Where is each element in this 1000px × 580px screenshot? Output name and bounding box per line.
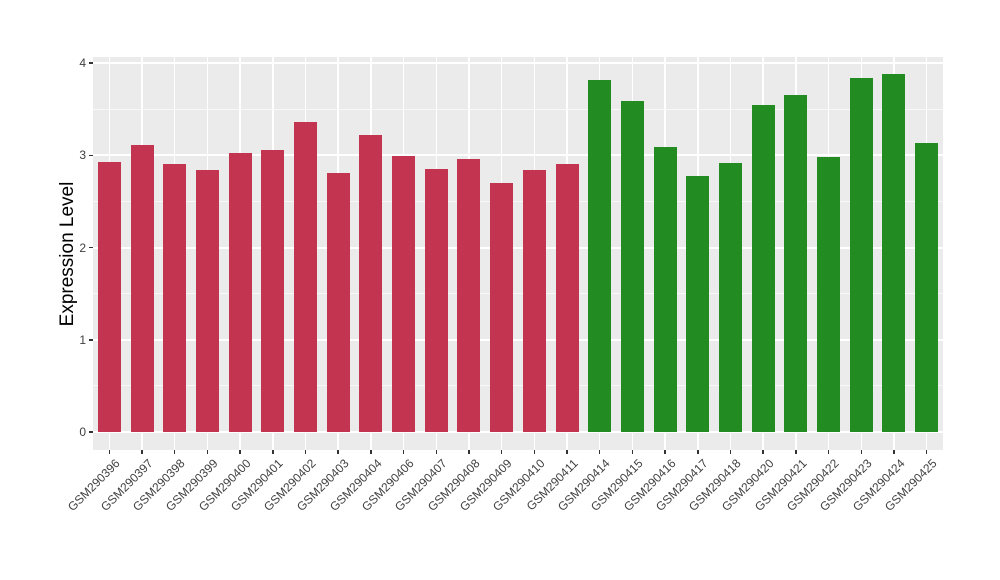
bar-GSM290414 [588, 79, 612, 432]
bar-GSM290415 [620, 101, 644, 432]
x-tick-GSM290396 [108, 450, 111, 454]
bar-GSM290424 [882, 74, 906, 432]
x-tick-GSM290404 [370, 450, 372, 454]
bar-GSM290402 [294, 122, 317, 432]
bar-GSM290416 [653, 147, 677, 432]
y-tick-2 [89, 246, 93, 249]
bar-GSM290403 [326, 172, 350, 432]
plot-panel [93, 57, 943, 450]
bar-GSM290398 [163, 163, 187, 432]
x-tick-GSM290400 [239, 450, 241, 454]
gridline-minor-y-1.5 [93, 293, 943, 295]
gridline-major-y-2 [93, 246, 943, 249]
gridline-minor-y-3.5 [93, 108, 943, 110]
bar-GSM290401 [261, 149, 285, 432]
bar-GSM290396 [97, 161, 121, 432]
bar-GSM290408 [457, 159, 481, 432]
x-tick-GSM290410 [533, 450, 536, 454]
x-tick-GSM290403 [337, 450, 339, 454]
x-tick-GSM290408 [468, 450, 470, 454]
bar-GSM290411 [555, 163, 579, 432]
x-tick-GSM290402 [304, 450, 307, 454]
x-tick-GSM290422 [827, 450, 830, 454]
bar-GSM290409 [490, 183, 514, 432]
gridline-minor-y-2.5 [93, 201, 943, 202]
y-tick-label-1: 1 [79, 332, 86, 347]
x-tick-GSM290416 [664, 450, 666, 454]
gridline-major-y-1 [93, 338, 943, 341]
bar-GSM290418 [719, 162, 742, 432]
bar-GSM290406 [392, 156, 416, 432]
gridline-minor-y-0.5 [93, 385, 943, 387]
x-tick-GSM290423 [860, 450, 863, 454]
x-tick-GSM290398 [173, 450, 176, 454]
x-tick-GSM290424 [893, 450, 895, 454]
x-tick-GSM290409 [500, 450, 503, 454]
bar-GSM290400 [228, 152, 252, 432]
y-tick-3 [89, 154, 93, 157]
bar-GSM290397 [130, 145, 154, 432]
x-tick-GSM290407 [435, 450, 438, 454]
y-tick-label-3: 3 [79, 148, 86, 163]
y-tick-label-4: 4 [79, 56, 86, 71]
bar-GSM290423 [849, 77, 873, 432]
x-tick-GSM290418 [729, 450, 732, 454]
y-tick-1 [89, 339, 93, 341]
x-tick-GSM290401 [272, 450, 274, 454]
y-tick-label-0: 0 [79, 425, 86, 439]
x-tick-GSM290397 [141, 450, 143, 454]
x-tick-GSM290399 [206, 450, 209, 454]
gridline-major-y-3 [93, 154, 943, 157]
x-tick-GSM290417 [697, 450, 699, 454]
x-tick-GSM290420 [762, 450, 764, 454]
bar-GSM290422 [817, 157, 841, 432]
x-tick-GSM290425 [925, 450, 928, 454]
x-tick-GSM290414 [598, 450, 601, 454]
x-tick-GSM290411 [566, 450, 568, 454]
bar-GSM290425 [915, 143, 939, 432]
x-tick-GSM290406 [402, 450, 405, 454]
bar-GSM290417 [686, 175, 710, 432]
y-axis-title: Expression Level [57, 181, 78, 326]
bar-GSM290399 [195, 170, 219, 432]
y-tick-4 [89, 62, 93, 64]
x-tick-GSM290415 [631, 450, 634, 454]
bar-GSM290410 [522, 170, 546, 432]
x-tick-GSM290421 [795, 450, 797, 454]
y-tick-label-2: 2 [79, 240, 86, 255]
gridline-major-y-0 [93, 431, 943, 433]
bar-GSM290404 [359, 135, 383, 432]
gridline-major-y-4 [93, 62, 943, 65]
bar-GSM290420 [751, 104, 775, 432]
bar-GSM290421 [784, 94, 808, 432]
y-tick-0 [89, 431, 93, 433]
bar-GSM290407 [424, 169, 448, 432]
